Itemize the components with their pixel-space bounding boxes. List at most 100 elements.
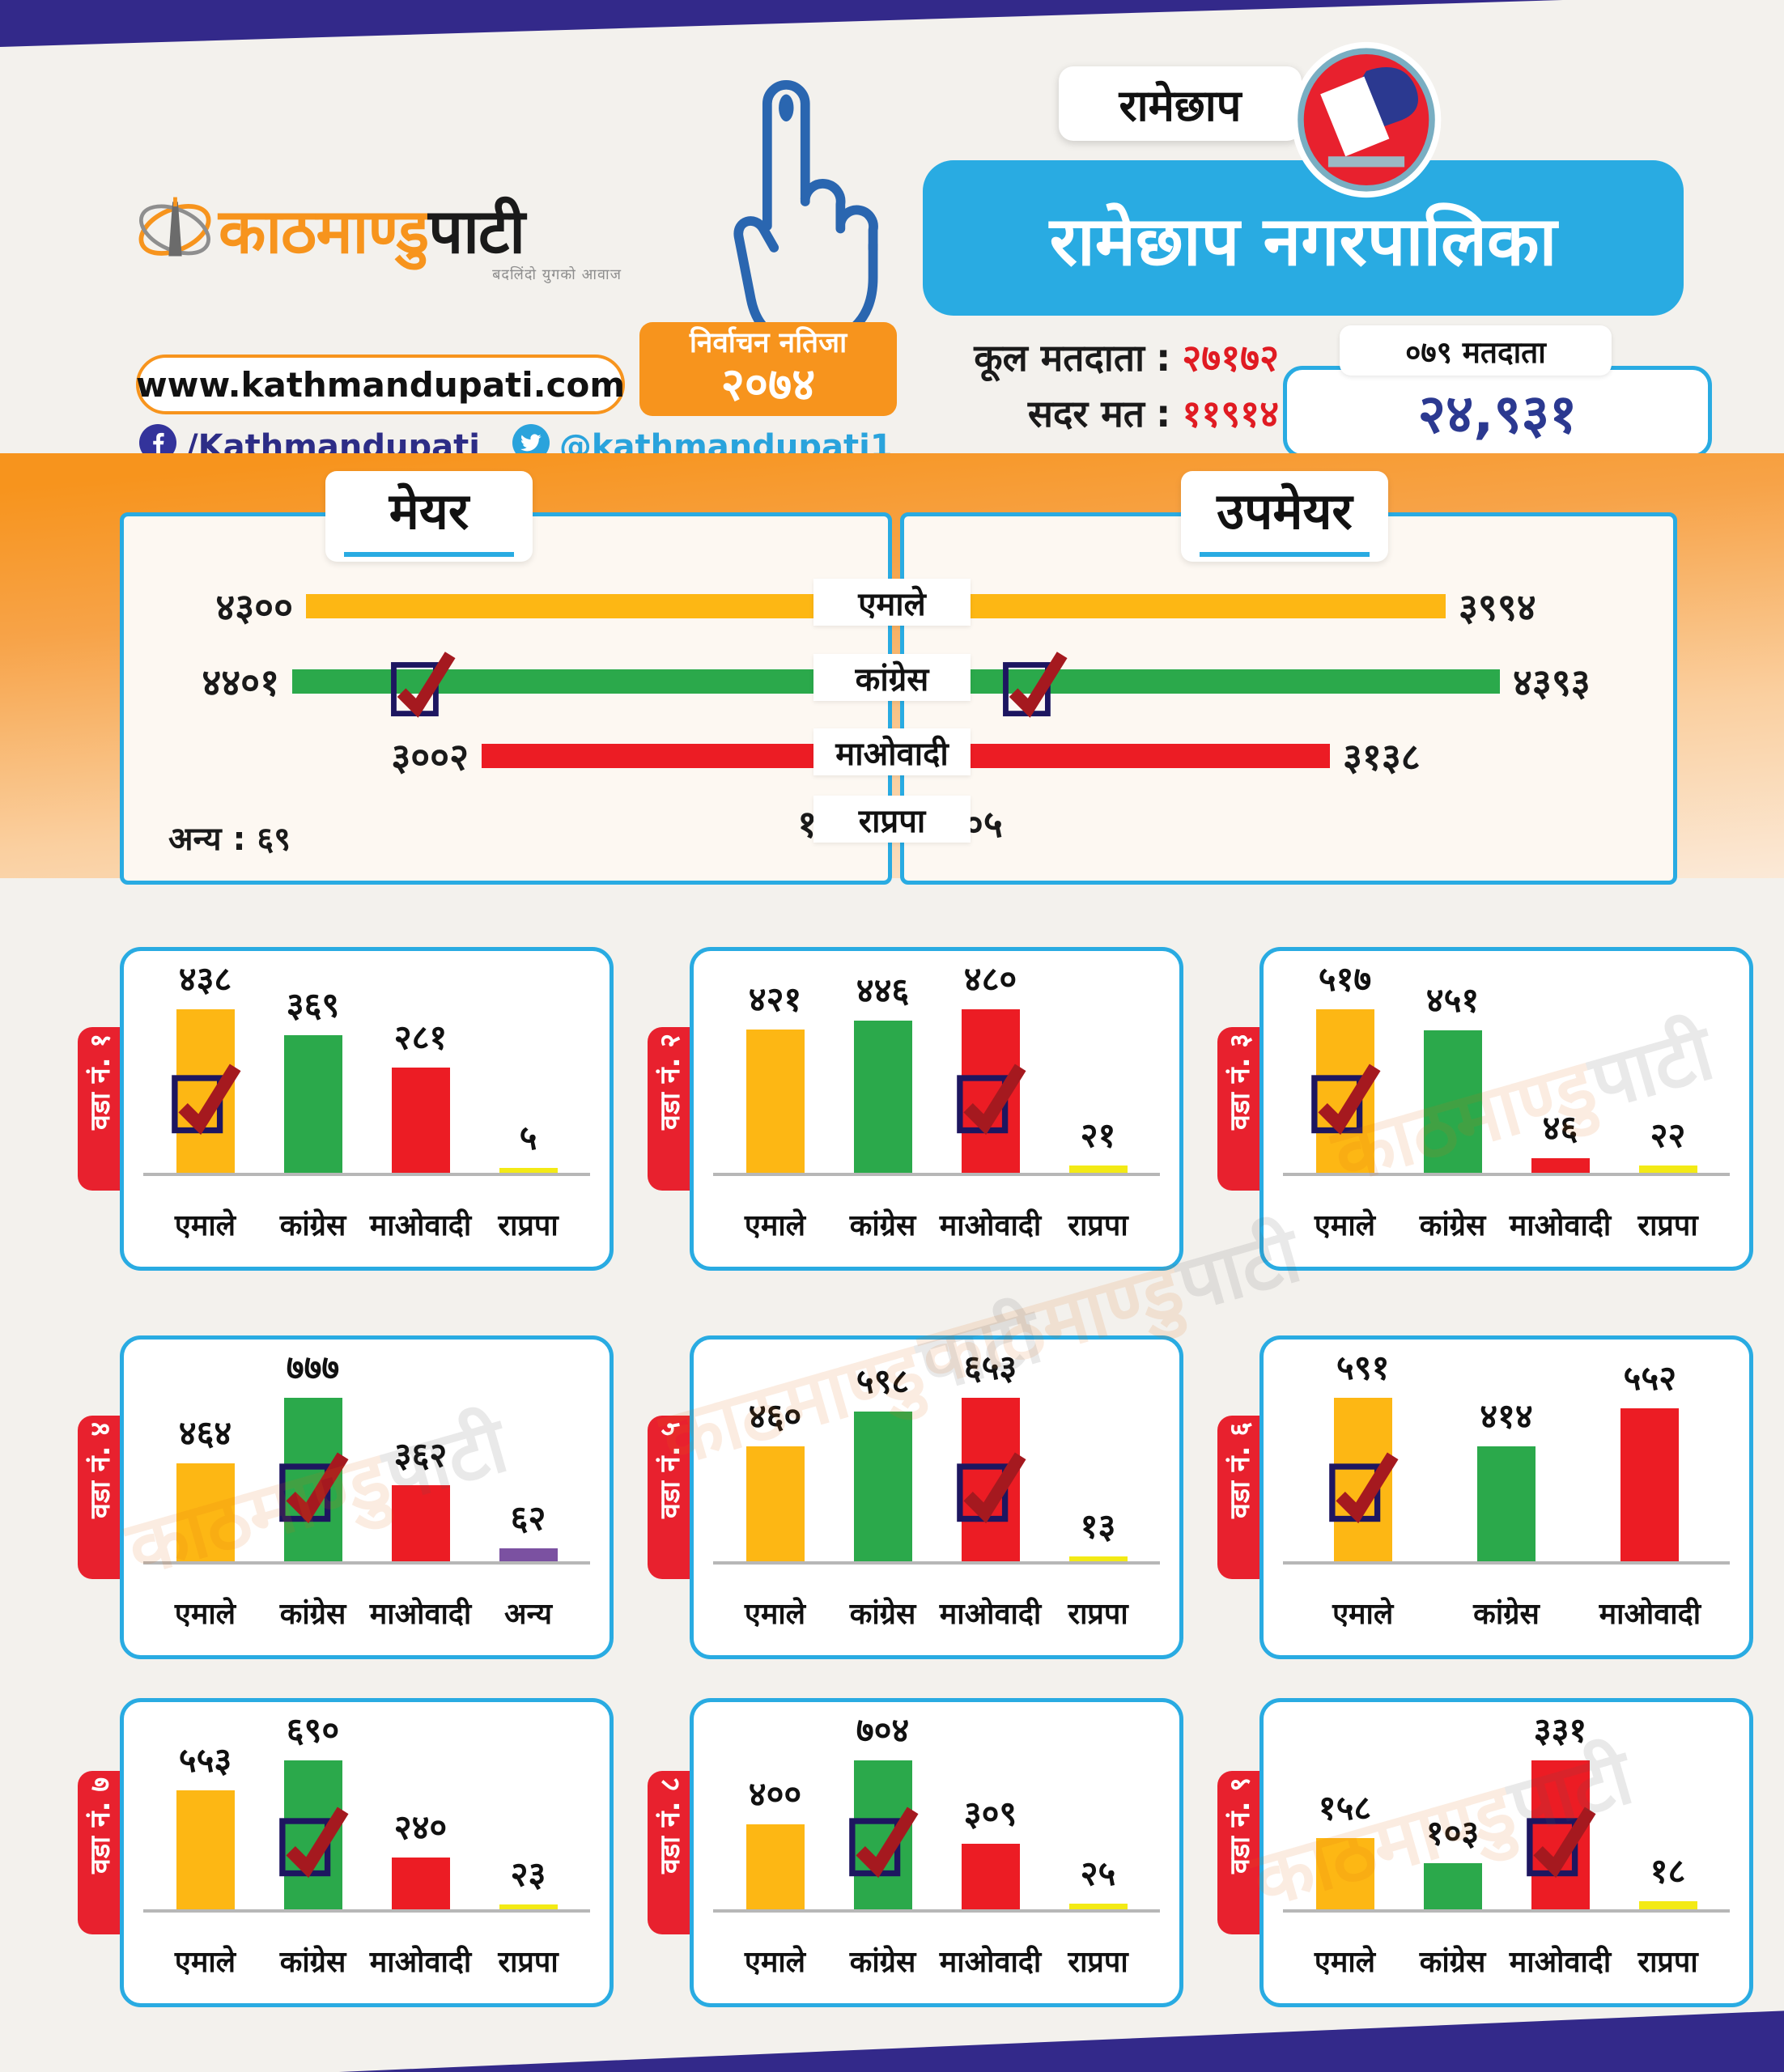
ward-5-slot-राप्रपा: १३ [1044,1502,1152,1561]
winner-checkmark-icon [848,1807,919,1879]
chart-baseline [1283,1909,1730,1913]
x-axis-label-राप्रपा: राप्रपा [1068,1209,1128,1242]
ward-7-slot-राप्रपा: २३ [474,1850,582,1909]
vote-count: ३१३८ [1343,735,1421,779]
chart-baseline [713,1561,1160,1565]
ward-5-chart: वडा नं. ५ ४६० ५९८ ६५३ १३ एमाले कांग्रेस माओवादी… [648,1335,1183,1659]
ward-3-chart: वडा नं. ३ ५१७ ४५१ ४६ २२ एमाले कांग्रेस माओवादी र… [1217,947,1753,1271]
mayor-title: मेयर [325,471,533,562]
vote-count: ४३८ [178,959,232,999]
ward-9-slot-माओवादी: ३३१ [1506,1706,1614,1909]
vote-bar-कांग्रेस [1423,1863,1482,1909]
vote-bar-राप्रपा [499,1168,558,1173]
vote-bar-कांग्रेस [1423,1030,1482,1173]
x-axis-label-कांग्रेस: कांग्रेस [849,1209,916,1242]
twitter-icon [512,424,550,469]
ward-7-slot-माओवादी: २४० [367,1803,474,1909]
x-axis-label-एमाले: एमाले [174,1946,236,1979]
vote-bar-एमाले [745,1030,805,1173]
ward-3-slot-कांग्रेस: ४५१ [1399,976,1506,1173]
ward-1-card: ४३८ ३६९ २८१ ५ एमाले कांग्रेस माओवादी राप्रपा [120,947,614,1271]
x-axis-label-कांग्रेस: कांग्रेस [1473,1598,1540,1631]
winner-checkmark-icon [278,1807,349,1879]
vote-bar-एमाले [176,1790,235,1909]
mayor-row-3: ३००२ [124,735,888,779]
ballot-box-icon [1289,40,1444,199]
brand-block: काठमाण्डुपाटी बदलिंदो युगको आवाज [136,188,622,284]
winner-checkmark-icon [1526,1807,1596,1879]
winner-checkbox [847,1798,919,1879]
vote-count: ४६० [748,1396,802,1436]
district-label: रामेछाप [1059,66,1302,141]
x-axis-label-एमाले: एमाले [744,1598,806,1631]
facebook-icon [139,424,176,469]
winner-checkmark-icon [1328,1452,1399,1524]
vote-count: ५ [519,1118,537,1157]
vote-count: २१ [1080,1115,1116,1155]
chart-baseline [143,1173,590,1176]
winner-checkbox [1525,1798,1596,1879]
x-axis-label-कांग्रेस: कांग्रेस [279,1946,346,1979]
deputy-row-1: ३९९४ [904,585,1673,629]
ward-5-card: ४६० ५९८ ६५३ १३ एमाले कांग्रेस माओवादी राप्रपा [690,1335,1183,1659]
winner-checkbox [278,1798,349,1879]
vote-count: ३००२ [391,735,469,779]
ward-9-slot-एमाले: १५८ [1291,1784,1399,1909]
vote-bar-कांग्रेस [278,1760,349,1909]
vote-bar-माओवादी [391,1485,450,1561]
vote-bar-एमाले [1310,1009,1381,1173]
ward-1-chart: वडा नं. १ ४३८ ३६९ २८१ ५ एमाले कांग्रेस माओवादी र… [78,947,614,1271]
vote-bar-कांग्रेस [292,652,888,718]
vote-bar-कांग्रेस [904,652,1500,718]
vote-count: ४८० [963,959,1017,999]
x-axis-label-एमाले: एमाले [744,1946,806,1979]
x-axis-label-माओवादी: माओवादी [939,1598,1042,1631]
voting-hand-icon [690,63,894,348]
vote-count: ४१४ [1480,1396,1533,1436]
brand-logo-text: काठमाण्डुपाटी [219,195,525,267]
vote-bar-एमाले [745,1824,805,1909]
x-axis-label-राप्रपा: राप्रपा [1637,1946,1698,1979]
x-axis-label-अन्य: अन्य [503,1598,552,1631]
chart-baseline [1283,1173,1730,1176]
ward-8-card: ४०० ७०४ ३०९ २५ एमाले कांग्रेस माओवादी राप्रपा [690,1698,1183,2007]
voter-stats: कूल मतदाता:२७१७२ सदर मत:११९१४ [915,330,1279,442]
ward-5-slot-माओवादी: ६५३ [937,1344,1044,1561]
party-label-1: एमाले [813,579,971,626]
x-axis-label-कांग्रेस: कांग्रेस [279,1598,346,1631]
winner-checkbox [955,1055,1026,1136]
ward-6-chart: वडा नं. ६ ५९१ ४१४ ५५२ एमाले कांग्रेस माओवादी [1217,1335,1753,1659]
ward-7-slot-एमाले: ५५३ [151,1736,259,1909]
vote-bar-राप्रपा [1638,1901,1697,1909]
x-axis-label-कांग्रेस: कांग्रेस [1419,1946,1486,1979]
x-axis-label-एमाले: एमाले [1332,1598,1394,1631]
ward-4-slot-माओवादी: ३६२ [367,1431,474,1561]
vote-bar-माओवादी [391,1858,450,1909]
vote-count: ५९८ [856,1361,910,1401]
ward-8-slot-कांग्रेस: ७०४ [829,1706,937,1909]
x-axis-label-एमाले: एमाले [174,1598,236,1631]
vote-count: ४३९३ [1513,660,1591,704]
ward-8-slot-एमाले: ४०० [721,1770,829,1909]
vote-bar-कांग्रेस [848,1760,919,1909]
vote-bar-कांग्रेस [853,1412,912,1561]
x-axis-label-माओवादी: माओवादी [369,1209,472,1242]
vote-count: १५८ [1318,1788,1372,1828]
ward-6-card: ५९१ ४१४ ५५२ एमाले कांग्रेस माओवादी [1259,1335,1753,1659]
ward-2-chart: वडा नं. २ ४२१ ४४६ ४८० २१ एमाले कांग्रेस माओवादी… [648,947,1183,1271]
vote-bar-कांग्रेस [1476,1446,1536,1561]
ward-7-card: ५५३ ६९० २४० २३ एमाले कांग्रेस माओवादी राप्रपा [120,1698,614,2007]
ward-6-slot-कांग्रेस: ४१४ [1434,1392,1578,1561]
deputy-row-4: २०५ [904,802,1673,846]
vote-count: ६९० [286,1710,340,1750]
vote-count: ५१७ [1318,959,1372,999]
winner-checkmark-icon [956,1452,1026,1524]
vote-bar-एमाले [745,1446,805,1561]
ward-5-slot-एमाले: ४६० [721,1392,829,1561]
x-axis-label-राप्रपा: राप्रपा [1068,1946,1128,1979]
vote-bar-एमाले [171,1009,241,1173]
vote-count: ३६९ [286,985,340,1025]
vote-count: ५५३ [178,1740,232,1780]
vote-bar-एमाले [1328,1398,1399,1561]
